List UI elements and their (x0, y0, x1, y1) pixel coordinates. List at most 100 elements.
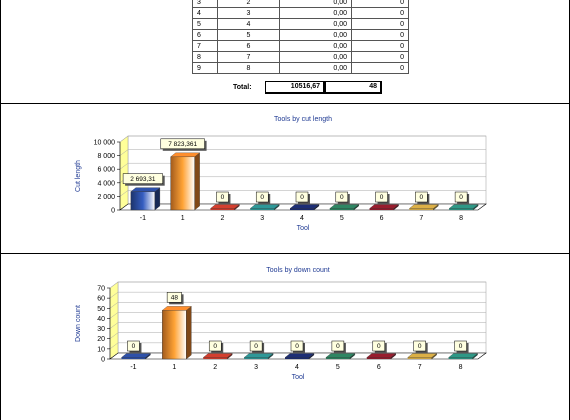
chart-xtick-label: 5 (336, 364, 340, 371)
chart-ytick-label: 20 (97, 336, 105, 343)
chart-ytick-label: 60 (97, 296, 105, 303)
chart-data-label: 7 823,361 (168, 141, 197, 148)
chart-xtick-label: 2 (220, 215, 224, 222)
chart-bar (366, 357, 391, 359)
chart-data-label: 0 (459, 343, 463, 350)
table-cell: 0,00 (279, 18, 352, 30)
chart-bar-top (202, 353, 233, 358)
tools-table: 3 2 0,00 0 4 3 0,00 0 5 4 0,00 0 6 5 0,00 0 7 6 0,00 0 8 7 0,0… (192, 0, 409, 74)
chart-xtick-label: 6 (377, 364, 381, 371)
chart-data-label: 0 (300, 194, 304, 201)
chart-xtick-label: 2 (213, 364, 217, 371)
table-cell: 5 (217, 29, 280, 41)
chart-bar (162, 310, 187, 360)
chart-bar (244, 357, 269, 359)
chart-data-label: 0 (213, 343, 217, 350)
table-cell: 3 (217, 7, 280, 19)
chart-gridline (109, 291, 486, 299)
chart-xtick-label: 1 (172, 364, 176, 371)
chart-bar (329, 208, 354, 210)
chart-data-label-box (216, 191, 229, 203)
chart-data-label-box (335, 191, 349, 203)
chart-bar (210, 208, 235, 210)
chart-gridline (109, 322, 486, 329)
table-row: 8 7 0,00 0 (192, 51, 409, 63)
chart-bar-top (284, 353, 315, 358)
chart-ytick-label: 30 (97, 326, 105, 333)
table-cell: 0,00 (279, 0, 352, 8)
chart-data-label-box (454, 340, 467, 352)
chart-data-label-box (122, 173, 163, 184)
table-cell: 0 (351, 29, 409, 41)
chart-bar-top (289, 204, 320, 209)
table-cell: 0 (351, 18, 409, 30)
chart-data-label: 0 (221, 194, 225, 201)
chart-gridline (119, 149, 486, 156)
table-cell: 0,00 (279, 29, 352, 41)
chart-gridline (109, 332, 486, 339)
page-border-left (0, 0, 1, 420)
chart-data-label-box (415, 191, 428, 203)
chart-bar (449, 208, 474, 210)
chart-bar (121, 357, 146, 359)
table-cell: 7 (217, 51, 280, 63)
chart-xtick-label: 4 (300, 215, 304, 222)
chart-data-label: 2 693,31 (130, 176, 156, 183)
chart-data-label-box (160, 138, 205, 150)
chart-data-label: 0 (377, 343, 381, 350)
table-cell: 7 (192, 40, 218, 52)
chart-xtick-label: 8 (459, 215, 463, 222)
chart-x-axis-label: Tool (297, 225, 310, 232)
table-cell: 0 (351, 7, 409, 19)
chart-x-axis-label: Tool (292, 374, 305, 381)
chart-data-label: 0 (254, 343, 258, 350)
chart-data-label-box (295, 191, 309, 203)
chart-gridline (109, 342, 486, 350)
chart-bar-side (194, 152, 200, 211)
chart-data-label-box (375, 191, 388, 203)
chart-bar-top (121, 353, 151, 358)
chart-data-label: 0 (336, 343, 340, 350)
chart-ytick-label: 0 (111, 208, 115, 215)
chart-gridline (119, 135, 486, 143)
chart-ytick-label: 10 (97, 346, 105, 353)
total-length: 10516,67 (265, 81, 325, 94)
section-divider-2 (0, 253, 570, 254)
chart-bar-top (366, 353, 397, 358)
chart-bar-top (161, 306, 192, 311)
chart-data-label: 0 (420, 194, 424, 201)
chart-ytick-label: 4 000 (97, 180, 115, 187)
chart-bar-top (329, 204, 360, 209)
chart-data-label-box (127, 340, 140, 352)
chart-bar-side (186, 306, 192, 360)
chart-xtick-label: 7 (418, 364, 422, 371)
chart-y-axis-label: Cut length (75, 160, 82, 192)
table-cell: 0 (351, 0, 409, 8)
section-divider-1 (0, 103, 570, 104)
chart-bar-top (408, 204, 439, 209)
chart-bar-top (448, 204, 479, 209)
chart-data-label-box (249, 340, 263, 352)
chart-bar-top (369, 204, 399, 209)
chart-xtick-label: 3 (260, 215, 264, 222)
chart-bar (409, 208, 434, 210)
chart-xtick-label: 8 (459, 364, 463, 371)
chart-data-label-box (372, 340, 386, 352)
chart-data-label-box (255, 191, 269, 203)
table-cell: 6 (192, 29, 218, 41)
chart-bar (170, 156, 195, 211)
chart-ytick-label: 6 000 (97, 167, 115, 174)
chart-xtick-label: 7 (419, 215, 423, 222)
table-cell: 2 (217, 0, 280, 8)
chart-data-label-box (208, 340, 222, 352)
chart-ytick-label: 40 (97, 316, 105, 323)
chart-ytick-label: 70 (97, 286, 105, 293)
chart-bar (290, 208, 314, 210)
chart-side-wall (119, 135, 129, 211)
chart-data-label-box (454, 191, 468, 203)
table-cell: 9 (192, 62, 218, 74)
table-cell: 0,00 (279, 62, 352, 74)
table-cell: 0,00 (279, 40, 352, 52)
table-row: 3 2 0,00 0 (192, 0, 409, 8)
